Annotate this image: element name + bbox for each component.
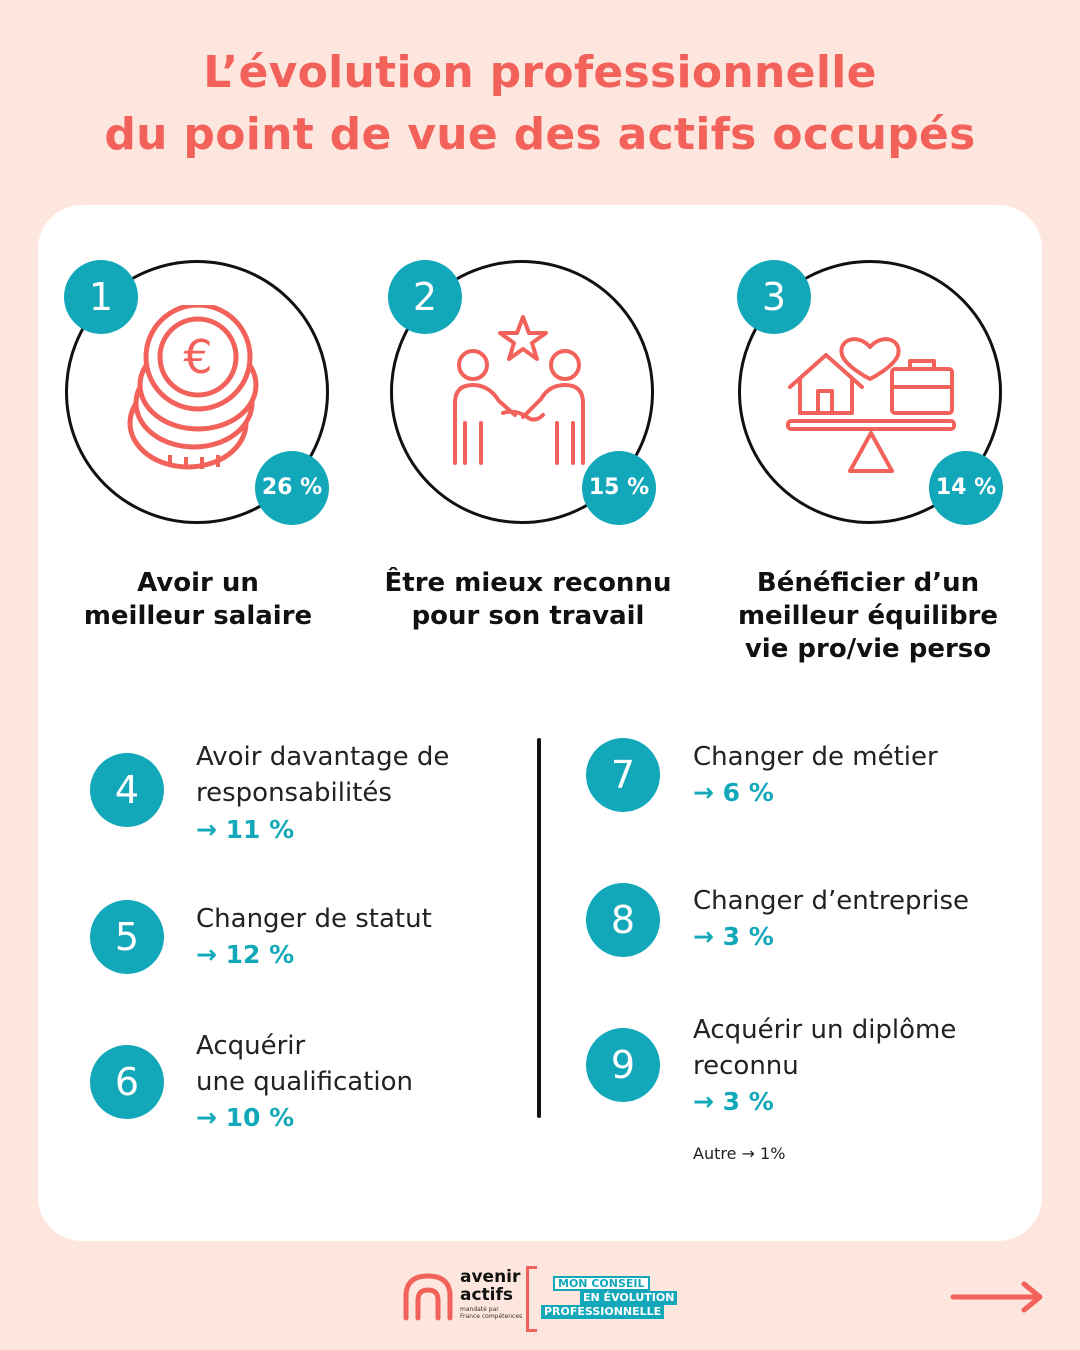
list-item-8-label: Changer d’entreprise (693, 886, 970, 916)
percent-badge-1: 26 % (255, 451, 329, 525)
handshake-star-icon (453, 315, 585, 465)
rank-badge-2: 2 (388, 260, 462, 334)
svg-text:€: € (183, 330, 212, 384)
content-card: € 1 26 % Avoir un meilleur salaire 2 15 … (38, 205, 1042, 1241)
list-item-8-percent: → 3 % (693, 922, 774, 951)
list-item-9-percent: → 3 % (693, 1087, 774, 1116)
list-item-4-percent: → 11 % (196, 815, 295, 844)
top-item-2-label: Être mieux reconnu pour son travail (384, 568, 672, 631)
top-item-3-label: Bénéficier d’un meilleur équilibre vie p… (737, 568, 999, 664)
list-item-6-percent: → 10 % (196, 1103, 295, 1132)
avenir-actifs-logo-icon (403, 1273, 453, 1321)
euro-coins-icon: € (127, 305, 259, 470)
tagline-2: EN ÉVOLUTION (580, 1291, 678, 1305)
percent-badge-3: 14 % (929, 451, 1003, 525)
list-item-6-label: Acquérir une qualification (196, 1031, 413, 1097)
percent-badge-2: 15 % (582, 451, 656, 525)
rank-badge-7: 7 (586, 738, 660, 812)
list-item-7-label: Changer de métier (693, 742, 938, 772)
top-item-1-label: Avoir un meilleur salaire (83, 568, 313, 631)
column-divider (537, 738, 541, 1118)
next-arrow-icon[interactable] (950, 1280, 1045, 1314)
page-title: L’évolution professionnelle du point de … (0, 42, 1080, 166)
logo-bracket (526, 1266, 537, 1332)
rank-badge-5: 5 (90, 900, 164, 974)
rank-badge-6: 6 (90, 1045, 164, 1119)
rank-badge-1: 1 (64, 260, 138, 334)
rank-badge-9: 9 (586, 1028, 660, 1102)
balance-home-work-icon (786, 337, 956, 473)
list-item-5-label: Changer de statut (196, 904, 432, 934)
other-note: Autre → 1% (693, 1144, 786, 1163)
list-item-9-label: Acquérir un diplôme reconnu (693, 1015, 957, 1081)
logo-wordmark: avenir actifs (460, 1267, 521, 1305)
list-item-7-percent: → 6 % (693, 778, 774, 807)
list-item-4-label: Avoir davantage de responsabilités (196, 742, 450, 808)
title-line-2: du point de vue des actifs occupés (104, 109, 976, 160)
tagline-3: PROFESSIONNELLE (541, 1305, 665, 1319)
title-line-1: L’évolution professionnelle (203, 47, 877, 98)
tagline-1: MON CONSEIL (553, 1276, 650, 1291)
list-item-5-percent: → 12 % (196, 940, 295, 969)
rank-badge-8: 8 (586, 883, 660, 957)
rank-badge-4: 4 (90, 753, 164, 827)
logo-subtitle: mandaté par France compétences (460, 1306, 523, 1320)
rank-badge-3: 3 (737, 260, 811, 334)
